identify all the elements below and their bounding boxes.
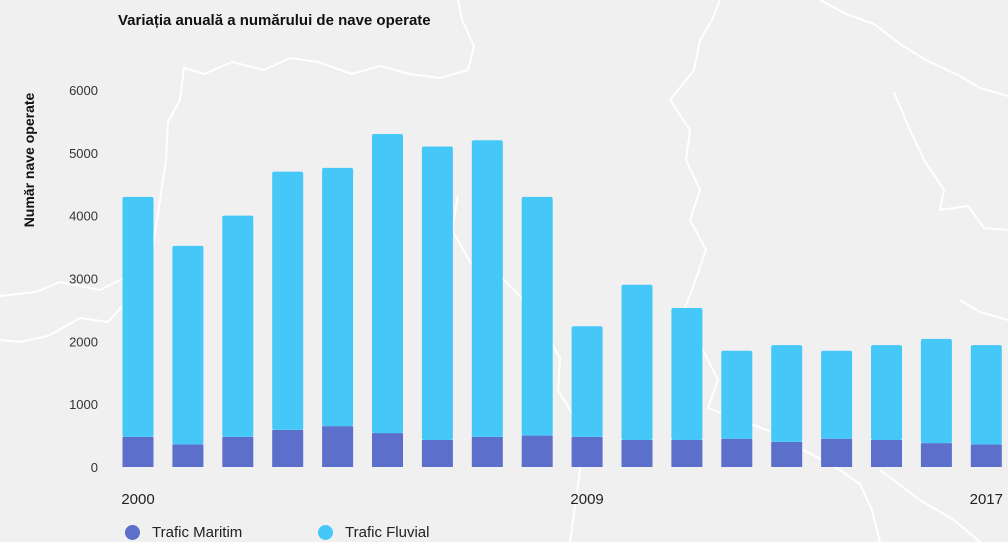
map-border-line: [893, 91, 1008, 231]
x-axis-ticks: 2000 2009 2017: [121, 491, 1003, 508]
bar-maritim: [920, 443, 952, 467]
legend-item-fluvial: Trafic Fluvial: [318, 524, 429, 541]
bar-fluvial: [970, 345, 1002, 445]
map-border-line: [819, 0, 1008, 97]
bar-maritim: [521, 435, 553, 467]
bar-fluvial: [721, 350, 753, 439]
y-tick-label: 6000: [69, 83, 98, 98]
bar-fluvial: [621, 284, 653, 440]
legend-swatch-fluvial: [318, 525, 333, 540]
bar-maritim: [671, 439, 703, 467]
bar-maritim: [222, 436, 254, 467]
bar-maritim: [471, 436, 503, 467]
bar-fluvial: [671, 308, 703, 440]
bar-fluvial: [322, 167, 354, 427]
bar-fluvial: [122, 196, 154, 437]
bar-fluvial: [920, 338, 952, 444]
map-border-line: [959, 299, 1008, 321]
bar-fluvial: [771, 345, 803, 442]
x-tick-label: 2017: [970, 491, 1003, 508]
bar-maritim: [871, 439, 902, 467]
bars: [122, 133, 1002, 467]
bar-fluvial: [471, 140, 503, 437]
bar-maritim: [421, 439, 453, 467]
x-tick-label: 2000: [121, 491, 154, 508]
bar-fluvial: [871, 345, 902, 440]
x-tick-label: 2009: [570, 491, 603, 508]
bar-maritim: [721, 438, 753, 467]
bar-maritim: [372, 433, 403, 467]
bar-maritim: [821, 438, 853, 467]
bar-maritim: [172, 444, 204, 467]
bar-maritim: [621, 439, 653, 467]
y-tick-label: 1000: [69, 397, 98, 412]
legend-item-maritim: Trafic Maritim: [125, 524, 242, 541]
bar-fluvial: [521, 196, 553, 436]
y-tick-label: 0: [91, 460, 98, 475]
bar-fluvial: [571, 326, 603, 437]
map-border-line: [0, 277, 129, 343]
y-tick-label: 4000: [69, 209, 98, 224]
bar-maritim: [771, 441, 803, 467]
bar-maritim: [272, 429, 304, 467]
map-border-line: [451, 195, 581, 542]
bar-maritim: [970, 444, 1002, 467]
bar-fluvial: [372, 133, 403, 434]
bar-fluvial: [821, 350, 853, 439]
bar-maritim: [571, 436, 603, 467]
bar-fluvial: [272, 171, 304, 430]
map-border-line: [669, 0, 881, 542]
legend-label-fluvial: Trafic Fluvial: [345, 524, 430, 541]
chart-title: Variația anuală a numărului de nave oper…: [118, 12, 431, 29]
bar-fluvial: [421, 146, 453, 440]
bar-fluvial: [172, 245, 204, 445]
y-axis-ticks: 0 1000 2000 3000 4000 5000 6000: [69, 83, 98, 475]
map-border-line: [879, 469, 981, 542]
y-tick-label: 5000: [69, 146, 98, 161]
bar-fluvial: [222, 215, 254, 437]
map-border-line: [0, 0, 475, 297]
bar-maritim: [322, 426, 354, 467]
legend-swatch-maritim: [125, 525, 140, 540]
bar-maritim: [122, 436, 154, 467]
legend-label-maritim: Trafic Maritim: [152, 524, 243, 541]
y-tick-label: 3000: [69, 272, 98, 287]
y-tick-label: 2000: [69, 334, 98, 349]
